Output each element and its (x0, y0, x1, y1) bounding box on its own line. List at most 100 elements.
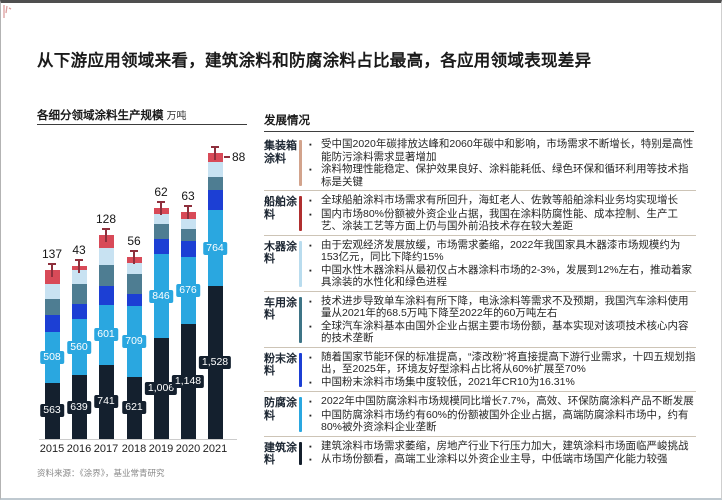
bullet-text: 由于宏观经济发展放缓，市场需求萎缩，2022年我国家具木器漆市场规模约为153亿… (321, 238, 681, 264)
corner-watermark-icon (3, 5, 12, 18)
bar-segment-royal-blue (207, 189, 223, 210)
bullet-text: 2022年中国防腐涂料市场规模同比增长7.7%，高效、环保防腐涂料产品不断发展 (321, 395, 694, 407)
category-bullets: ▪ 建筑涂料市场需求萎缩，房地产行业下行压力加大，建筑涂料市场面临严峻挑战 ▪ 从市场… (309, 440, 696, 467)
bar-total-label: 88 (232, 150, 246, 164)
category-bullets: ▪ 技术进步导致单车涂料有所下降，电泳涂料等需求不及预期，我国汽车涂料使用量从20… (309, 295, 696, 345)
development-rows: 集装箱涂料 ▪ 受中国2020年碳排放达峰和2060年碳中和影响，市场需求不断增长，… (264, 135, 696, 469)
bullet-item: ▪ 随着国家节能环保的标准提高，“漆改粉”将直接提高下游行业需求，十四五规划指出，… (309, 351, 696, 376)
category-bullets: ▪ 由于宏观经济发展放缓，市场需求萎缩，2022年我国家具木器漆市场规模约为153… (309, 239, 696, 289)
bullet-text: 随着国家节能环保的标准提高，“漆改粉”将直接提高下游行业需求，十四五规划指出，至… (321, 350, 696, 376)
segment-value-label: 741 (94, 395, 118, 409)
bullet-square-icon: ▪ (309, 296, 312, 306)
bar-top-marker-cap (48, 263, 56, 266)
bar-label-leader (224, 156, 230, 158)
page-title: 从下游应用领域来看，建筑涂料和防腐涂料占比最高，各应用领域表现差异 (37, 52, 592, 70)
segment-value-label: 676 (176, 283, 200, 297)
bar-top-marker-cap (102, 228, 110, 230)
bar-top-marker-cap (75, 258, 83, 261)
bullet-text: 中国水性木器涂料从最初仅占木器涂料市场的2-3%，发展到12%左右，推动着家具涂… (321, 263, 693, 289)
bar-top-marker (187, 205, 189, 220)
bullet-text: 技术进步导致单车涂料有所下降，电泳涂料等需求不及预期，我国汽车涂料使用量从202… (321, 294, 689, 320)
bullet-text: 从市场份额看，高端工业涂料以外资企业主导，中低端市场国产化能力较强 (321, 453, 668, 465)
category-label: 粉末涂料 (264, 352, 297, 378)
segment-value-label: 1,528 (198, 356, 232, 370)
bar-segment-royal-blue (71, 304, 87, 320)
bullet-item: ▪ 全球船舶涂料市场需求有所回升，海虹老人、佐敦等船舶涂料业务均实现增长 (309, 194, 696, 208)
x-axis-tick-label: 2017 (93, 443, 119, 455)
bullet-square-icon: ▪ (309, 377, 312, 387)
bullet-item: ▪ 由于宏观经济发展放缓，市场需求萎缩，2022年我国家具木器漆市场规模约为153… (309, 239, 696, 264)
bullet-text: 全球汽车涂料基本由国外企业占据主要市场份额，基本实现对该项技术核心内容的技术垄断 (321, 319, 689, 345)
bar-segment-steel-blue (126, 274, 142, 294)
bullet-item: ▪ 国内市场80%份额被外资企业占据，我国在涂料防腐性能、成本控制、生产工艺、涂装… (309, 208, 696, 233)
segment-value-label: 709 (122, 334, 146, 348)
bullet-item: ▪ 全球汽车涂料基本由国外企业占据主要市场份额，基本实现对该项技术核心内容的技术垄… (309, 320, 696, 345)
bullet-square-icon: ▪ (309, 209, 312, 219)
bar-top-marker-cap (157, 200, 165, 203)
development-row: 防腐涂料 ▪ 2022年中国防腐涂料市场规模同比增长7.7%，高效、环保防腐涂料产品… (264, 392, 696, 437)
bar-segment-royal-blue (153, 238, 169, 254)
segment-value-label: 508 (40, 350, 64, 364)
x-axis-tick-label: 2021 (202, 443, 228, 455)
segment-value-label: 601 (94, 328, 118, 342)
bar-total-label: 63 (181, 189, 195, 204)
bar-segment-steel-blue (207, 176, 223, 190)
development-header: 发展情况 (264, 115, 310, 127)
segment-value-label: 560 (67, 340, 91, 354)
bullet-text: 受中国2020年碳排放达峰和2060年碳中和影响，市场需求不断增长，特别是高性能… (321, 138, 694, 163)
bar-segment-steel-blue (71, 284, 87, 305)
category-label: 船舶涂料 (264, 196, 297, 221)
bar-top-marker (160, 200, 162, 215)
bar-total-label: 128 (95, 212, 117, 226)
x-axis-tick-label: 2016 (66, 443, 92, 455)
development-row: 木器涂料 ▪ 由于宏观经济发展放缓，市场需求萎缩，2022年我国家具木器漆市场规模约… (264, 236, 696, 292)
bullet-square-icon: ▪ (309, 265, 312, 275)
development-row: 建筑涂料 ▪ 建筑涂料市场需求萎缩，房地产行业下行压力加大，建筑涂料市场面临严峻挑战… (264, 437, 696, 469)
category-accent-bar (299, 140, 302, 186)
category-bullets: ▪ 受中国2020年碳排放达峰和2060年碳中和影响，市场需求不断增长，特别是高性… (309, 138, 696, 188)
segment-value-label: 1,006 (144, 382, 178, 396)
bar-segment-pale-blue (207, 161, 223, 177)
bullet-square-icon: ▪ (309, 321, 312, 331)
bullet-text: 涂料物理性能稳定、保护效果良好、涂料能耗低、绿色环保和循环利用等技术指标是关键 (321, 163, 689, 188)
bullet-square-icon: ▪ (309, 140, 312, 149)
bar-segment-pale-blue (180, 218, 196, 229)
development-row: 集装箱涂料 ▪ 受中国2020年碳排放达峰和2060年碳中和影响，市场需求不断增长，… (264, 135, 696, 191)
category-label: 车用涂料 (264, 296, 297, 322)
bar-segment-royal-blue (180, 240, 196, 257)
chart-title: 各细分领域涂料生产规模 (37, 110, 164, 122)
bar-segment-pale-blue (153, 213, 169, 224)
bar-top-marker-cap (211, 146, 219, 148)
bullet-item: ▪ 中国粉末涂料市场集中度较低，2021年CR10为16.31% (309, 376, 696, 390)
bar-top-marker (214, 146, 216, 160)
category-bullets: ▪ 全球船舶涂料市场需求有所回升，海虹老人、佐敦等船舶涂料业务均实现增长 ▪ 国内市场… (309, 194, 696, 233)
x-axis-tick-label: 2015 (39, 443, 65, 455)
category-accent-bar (299, 397, 302, 432)
source-note: 资料来源：《涂界》，基业常青研究 (37, 468, 165, 478)
bar-total-label: 43 (72, 242, 86, 257)
category-accent-bar (299, 240, 302, 287)
bar-top-marker (133, 250, 135, 265)
bar-segment-pale-blue (98, 247, 114, 265)
bar-total-label: 62 (154, 184, 168, 199)
category-label: 木器涂料 (264, 240, 297, 266)
bar-total-label: 56 (127, 234, 141, 249)
bullet-square-icon: ▪ (309, 397, 312, 406)
development-header-rule (264, 131, 694, 132)
category-accent-bar (299, 296, 302, 343)
x-axis-tick-label: 2018 (121, 443, 147, 455)
category-bullets: ▪ 随着国家节能环保的标准提高，“漆改粉”将直接提高下游行业需求，十四五规划指出，… (309, 351, 696, 390)
bullet-text: 中国粉末涂料市场集中度较低，2021年CR10为16.31% (321, 375, 575, 388)
x-axis-tick-label: 2020 (175, 443, 201, 455)
bar-segment-pale-blue (126, 263, 142, 274)
stacked-bar-chart: 563 508 137 2015 639 560 43 2016 741 601 128 2017 62… (1, 3, 721, 498)
bar-top-marker (51, 263, 53, 278)
category-label: 防腐涂料 (264, 397, 297, 422)
category-label: 集装箱涂料 (264, 140, 297, 165)
chart-title-row: 各细分领域涂料生产规模 万吨 (37, 106, 187, 124)
bullet-text: 国内市场80%份额被外资企业占据，我国在涂料防腐性能、成本控制、生产工艺、涂装工… (321, 207, 679, 233)
bullet-item: ▪ 从市场份额看，高端工业涂料以外资企业主导，中低端市场国产化能力较强 (309, 453, 696, 467)
bullet-item: ▪ 受中国2020年碳排放达峰和2060年碳中和影响，市场需求不断增长，特别是高性… (309, 138, 696, 163)
bullet-item: ▪ 技术进步导致单车涂料有所下降，电泳涂料等需求不及预期，我国汽车涂料使用量从20… (309, 295, 696, 320)
